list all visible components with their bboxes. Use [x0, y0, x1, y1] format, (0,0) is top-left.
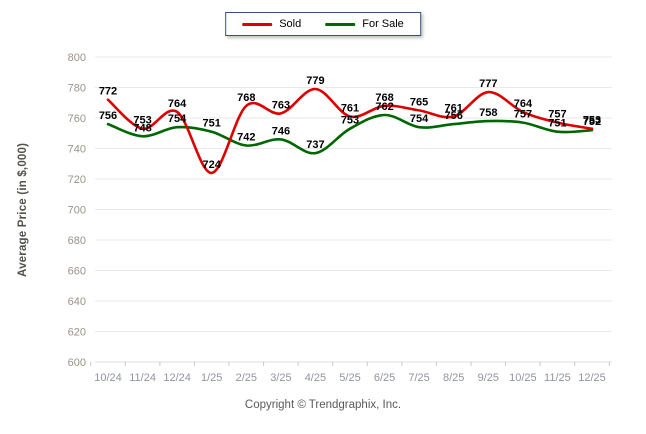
- data-label-sold: 764: [514, 98, 533, 110]
- x-tick-label: 10/25: [509, 372, 537, 384]
- legend-label-sold: Sold: [279, 18, 302, 30]
- legend-item-sold: Sold: [242, 18, 301, 30]
- y-tick-label: 720: [68, 174, 86, 186]
- data-label-for-sale: 737: [306, 139, 324, 151]
- copyright-text: Copyright © Trendgraphix, Inc.: [244, 399, 402, 411]
- data-label-sold: 724: [203, 159, 222, 171]
- data-label-for-sale: 762: [375, 101, 393, 113]
- data-label-sold: 761: [341, 103, 359, 115]
- y-tick-label: 780: [68, 83, 86, 95]
- y-tick-label: 620: [68, 327, 86, 339]
- data-label-for-sale: 753: [341, 115, 359, 127]
- data-label-for-sale: 758: [479, 107, 497, 119]
- data-label-for-sale: 751: [548, 118, 566, 130]
- data-label-sold: 779: [306, 75, 324, 87]
- sold-line-swatch-icon: [242, 22, 273, 26]
- data-label-for-sale: 748: [133, 122, 151, 134]
- y-tick-label: 700: [68, 205, 86, 217]
- data-label-sold: 768: [375, 92, 393, 104]
- data-label-for-sale: 754: [410, 113, 429, 125]
- x-tick-label: 10/24: [94, 372, 122, 384]
- data-label-sold: 765: [410, 96, 428, 108]
- data-label-sold: 761: [445, 103, 463, 115]
- y-tick-label: 600: [68, 357, 86, 369]
- x-tick-label: 12/24: [163, 372, 191, 384]
- data-label-for-sale: 756: [99, 110, 117, 122]
- x-tick-label: 2/25: [236, 372, 257, 384]
- y-tick-label: 640: [68, 296, 86, 308]
- series-line-sold: [106, 87, 594, 175]
- x-tick-label: 11/25: [544, 372, 571, 384]
- x-tick-label: 11/24: [129, 372, 156, 384]
- y-tick-label: 660: [68, 266, 86, 278]
- data-label-sold: 764: [168, 98, 187, 110]
- x-tick-label: 1/25: [201, 372, 222, 384]
- data-label-sold: 753: [133, 115, 151, 127]
- data-label-sold: 768: [237, 92, 255, 104]
- x-tick-label: 7/25: [408, 372, 429, 384]
- x-tick-label: 5/25: [339, 372, 360, 384]
- data-label-for-sale: 757: [514, 109, 532, 121]
- data-label-for-sale: 756: [445, 110, 463, 122]
- data-label-sold: 772: [99, 86, 117, 98]
- legend-label-for-sale: For Sale: [362, 18, 404, 30]
- y-tick-label: 740: [68, 144, 86, 156]
- y-tick-label: 800: [68, 52, 86, 64]
- data-label-for-sale: 742: [237, 132, 255, 144]
- data-label-sold: 753: [583, 115, 601, 127]
- data-label-sold: 763: [272, 99, 290, 111]
- x-tick-label: 9/25: [478, 372, 499, 384]
- data-label-sold: 777: [479, 78, 497, 90]
- data-label-for-sale: 752: [583, 116, 601, 128]
- x-tick-label: 3/25: [270, 372, 291, 384]
- data-label-for-sale: 746: [272, 125, 290, 137]
- chart-legend: Sold For Sale: [225, 12, 421, 36]
- x-tick-label: 6/25: [374, 372, 395, 384]
- x-tick-label: 4/25: [305, 372, 326, 384]
- x-tick-label: 8/25: [443, 372, 464, 384]
- data-label-for-sale: 754: [168, 113, 187, 125]
- y-tick-label: 680: [68, 235, 86, 247]
- x-tick-label: 12/25: [578, 372, 606, 384]
- y-tick-label: 760: [68, 113, 86, 125]
- data-label-sold: 757: [548, 109, 566, 121]
- legend-item-for-sale: For Sale: [325, 18, 404, 30]
- for-sale-line-swatch-icon: [325, 22, 356, 26]
- data-label-for-sale: 751: [203, 118, 221, 130]
